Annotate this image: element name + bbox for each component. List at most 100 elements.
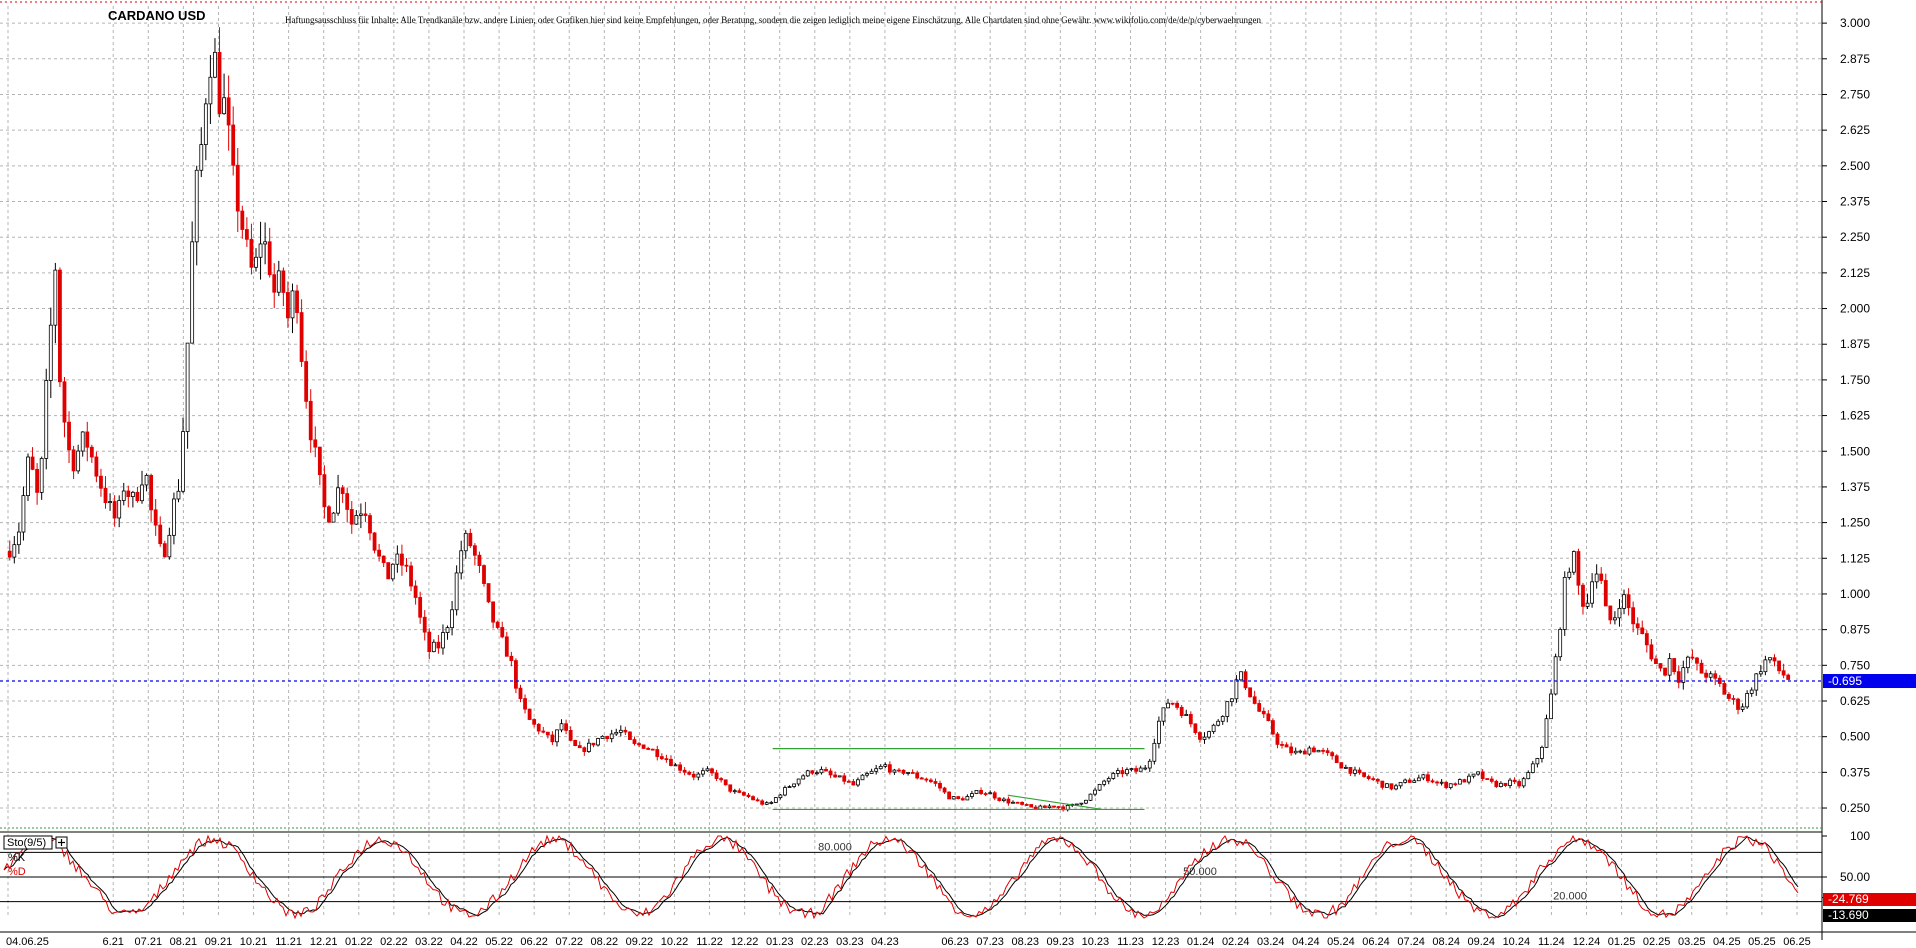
candle (1640, 620, 1645, 635)
stoch-level-label: 80.000 (818, 841, 852, 853)
candle (1403, 778, 1408, 784)
candle (545, 731, 550, 739)
candle (942, 786, 947, 794)
candle (755, 797, 760, 802)
stoch-label-box[interactable] (3, 835, 53, 850)
candle (1020, 801, 1024, 806)
x-tick-label: 12.23 (1152, 936, 1180, 948)
candle (304, 350, 309, 409)
candle (1371, 776, 1376, 782)
y-tick-label: 2.625 (1840, 123, 1870, 137)
candle (1699, 659, 1704, 674)
candle (669, 755, 673, 767)
candle (1380, 780, 1385, 790)
candle (723, 779, 728, 786)
candle (390, 563, 395, 582)
candle (664, 754, 669, 763)
current-price-label: -0.695 (1828, 674, 1862, 688)
candle (1179, 705, 1184, 719)
candle (536, 723, 541, 735)
candle (974, 790, 979, 795)
x-tick-label: 03.22 (415, 936, 443, 948)
x-tick-label: 03.24 (1257, 936, 1285, 948)
candle (1261, 707, 1266, 718)
candle (659, 753, 664, 761)
candle (1448, 783, 1453, 790)
candle (714, 769, 719, 781)
candle (486, 583, 491, 604)
candle (317, 446, 322, 486)
candle (1549, 688, 1553, 720)
candle (1745, 690, 1750, 709)
candle (404, 558, 409, 573)
candle (1444, 781, 1449, 790)
candle (1576, 548, 1581, 595)
candle (1608, 605, 1613, 625)
candle (21, 486, 26, 541)
candle (1521, 776, 1526, 789)
candle (1088, 793, 1093, 802)
candle (614, 728, 619, 736)
candle (354, 510, 359, 525)
candle (1695, 656, 1699, 671)
candle (910, 769, 915, 774)
x-tick-label: 08.21 (170, 936, 198, 948)
candle (1649, 639, 1654, 662)
candle (1763, 655, 1768, 676)
stoch-k-value-tag (1823, 893, 1916, 906)
candle (67, 411, 71, 464)
candle (427, 628, 432, 660)
candle (1467, 773, 1471, 785)
x-tick-label: 10.22 (661, 936, 689, 948)
candle (992, 790, 997, 801)
candle (1562, 571, 1567, 636)
candle (76, 444, 81, 474)
candle (646, 746, 651, 751)
candle (1166, 698, 1170, 709)
x-tick-label: 02.23 (801, 936, 829, 948)
candle (217, 27, 222, 118)
y-tick-label: 1.625 (1840, 409, 1870, 423)
candle (386, 562, 391, 580)
x-tick-label: 05.24 (1327, 936, 1355, 948)
candle (363, 501, 368, 523)
candle (1722, 681, 1727, 695)
candle (231, 106, 236, 176)
candle (901, 769, 906, 776)
candle (1644, 630, 1649, 653)
candle (149, 473, 154, 522)
candle (1143, 765, 1148, 771)
chart-title: CARDANO USD (108, 8, 206, 23)
candle (1275, 732, 1280, 749)
candle (860, 774, 865, 781)
candle (814, 770, 819, 776)
candle (313, 426, 318, 458)
candle (919, 776, 924, 780)
candle (1704, 669, 1709, 683)
candle (846, 779, 851, 783)
candle (1284, 742, 1289, 748)
candle (828, 768, 833, 779)
x-tick-label: 11.21 (275, 936, 302, 948)
candle (1257, 699, 1262, 713)
candle (103, 476, 108, 509)
y-tick-label: 2.875 (1840, 52, 1870, 66)
candle (997, 797, 1002, 802)
candle (623, 726, 628, 736)
candle (1325, 747, 1330, 756)
candle (983, 791, 988, 797)
candle (1106, 776, 1111, 785)
candle (751, 795, 755, 801)
candle (596, 737, 600, 747)
y-tick-label: 0.250 (1840, 801, 1870, 815)
candle (459, 540, 464, 580)
candle (1663, 667, 1667, 677)
candle (1736, 697, 1740, 715)
candle (468, 528, 473, 548)
price-axis: 3.000 2.875 2.750 2.625 2.500 2.375 2.250 2.125… (1822, 16, 1870, 815)
candle (1758, 664, 1763, 677)
candle (290, 283, 295, 334)
trend-lines: -0.695 (0, 674, 1916, 811)
candle (951, 796, 956, 800)
candle (650, 748, 655, 751)
